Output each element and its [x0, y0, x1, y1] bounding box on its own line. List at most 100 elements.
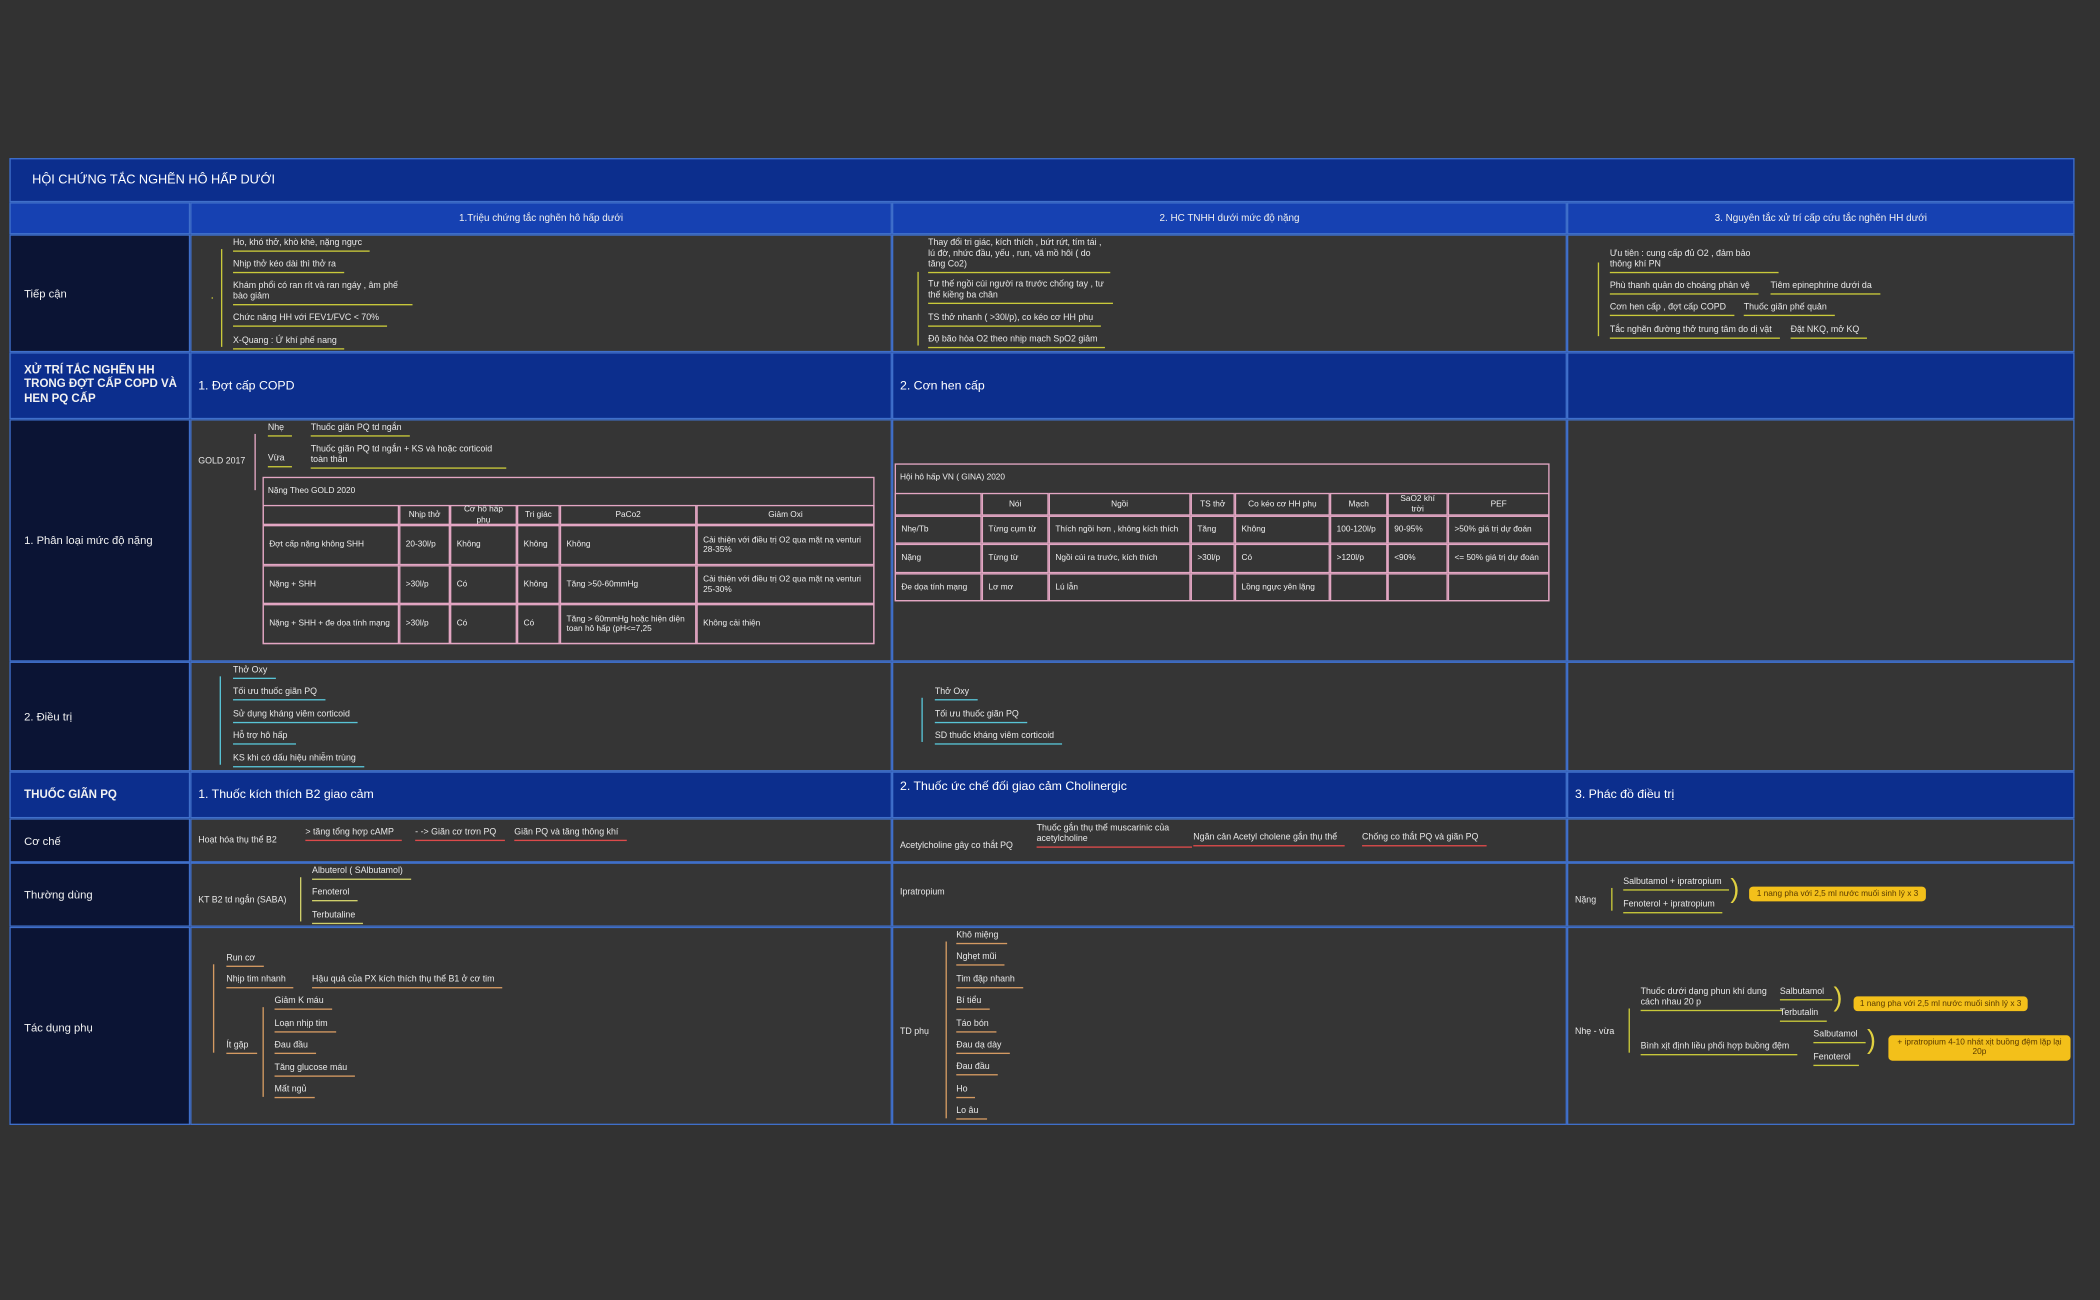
map-node: Khám phổi có ran rít và ran ngáy , âm ph…	[233, 281, 413, 306]
section-cell	[190, 771, 892, 819]
map-node: Terbutalin	[1779, 1008, 1827, 1022]
section-cell	[891, 771, 1567, 819]
connector	[300, 877, 302, 922]
table-cell: Cải thiện với điều trị O2 qua mặt nạ ven…	[696, 565, 875, 605]
connector	[220, 249, 223, 347]
map-node: Thở Oxy	[233, 666, 276, 679]
section-title: 1. Thuốc kích thích B2 giao cảm	[198, 787, 374, 801]
map-node: Tối ưu thuốc giãn PQ	[934, 710, 1027, 724]
map-node: Mất ngủ	[274, 1085, 315, 1099]
table-cell: >120l/p	[1329, 543, 1388, 574]
map-node: Thuốc dưới dạng phun khí dung cách nhau …	[1640, 987, 1783, 1011]
section-cell	[1566, 352, 2075, 420]
content-cell	[891, 419, 1567, 662]
column-header: 2. HC TNHH dưới mức độ nặng	[1159, 211, 1300, 224]
section-title: 3. Phác đồ điều trị	[1575, 787, 1675, 801]
section-title: 2. Thuốc ức chế đối giao cảm Cholinergic	[900, 779, 1127, 793]
row-label: Tiếp cận	[24, 286, 67, 301]
content-cell	[190, 862, 892, 927]
map-node: TS thở nhanh ( >30l/p), co kéo cơ HH phụ	[928, 313, 1102, 327]
content-cell	[1566, 661, 2075, 772]
map-node: Thuốc giãn PQ td ngắn	[310, 423, 410, 437]
map-node: Hậu quả của PX kích thích thụ thể B1 ở c…	[312, 975, 503, 989]
table-cell	[1190, 573, 1235, 602]
map-node: Khô miệng	[956, 931, 1007, 945]
title-row	[9, 158, 2075, 203]
table-cell: Từng cụm từ	[981, 515, 1049, 544]
content-cell	[891, 926, 1567, 1126]
map-node: Cơn hen cấp , đợt cấp COPD	[1609, 303, 1735, 316]
map-node: Nhẹ - vừa	[1575, 1027, 1615, 1037]
row-label: XỬ TRÍ TẮC NGHẼN HH TRONG ĐỢT CẤP COPD V…	[24, 362, 177, 404]
table-header: Nhịp thở	[399, 504, 451, 526]
table-header: PEF	[1447, 492, 1550, 516]
table-cell: Đợt cấp nặng không SHH	[262, 525, 400, 566]
table-cell: Không	[559, 525, 697, 566]
header-cell	[9, 202, 191, 235]
connector	[262, 1007, 264, 1097]
map-node: Fenoterol	[312, 888, 358, 902]
table-header: Giảm Oxi	[696, 504, 875, 526]
content-cell	[190, 419, 892, 662]
table-cell: Nặng	[894, 543, 982, 574]
map-node: Ngăn cản Acetyl cholene gắn thụ thể	[1193, 833, 1346, 847]
content-cell	[891, 661, 1567, 772]
header-cell	[190, 202, 892, 235]
row-label: Cơ chế	[24, 834, 61, 848]
table-header: TS thở	[1190, 492, 1235, 516]
map-node: Ipratropium	[900, 887, 945, 898]
map-node: Terbutaline	[312, 911, 364, 924]
table-header: Mạch	[1329, 492, 1388, 516]
map-node: Albuterol ( SAlbutamol)	[312, 867, 411, 880]
content-cell	[9, 818, 191, 863]
row-label: Thường dùng	[24, 887, 93, 902]
map-node: Chức năng HH với FEV1/FVC < 70%	[233, 313, 388, 327]
map-node: Fenoterol	[1813, 1053, 1859, 1066]
table-header: Co kéo cơ HH phụ	[1234, 492, 1330, 516]
table-cell: Thích ngồi hơn , không kích thích	[1048, 515, 1191, 544]
table-cell: Từng từ	[981, 543, 1049, 574]
content-cell	[9, 234, 191, 353]
content-cell	[1566, 862, 2075, 927]
table-cell: Lồng ngực yên lặng	[1234, 573, 1330, 602]
table-cell	[1329, 573, 1388, 602]
table-header	[262, 504, 400, 526]
table-cell: Lơ mơ	[981, 573, 1049, 602]
map-node: Đau dạ dày	[956, 1041, 1010, 1054]
table-cell: >30l/p	[1190, 543, 1235, 574]
column-header: 3. Nguyên tắc xử trí cấp cứu tắc nghẽn H…	[1714, 211, 1927, 224]
map-node: Thuốc giãn PQ td ngắn + KS và hoặc corti…	[310, 445, 507, 469]
table-cell: Có	[450, 604, 517, 645]
content-cell	[891, 234, 1567, 353]
map-node: KS khi có dấu hiệu nhiễm trùng	[233, 754, 364, 768]
table-cell: Nặng + SHH + đe dọa tính mạng	[262, 604, 400, 645]
bracket: )	[1833, 983, 1843, 1013]
connector	[1611, 887, 1613, 911]
map-node: Nghẹt mũi	[956, 953, 1005, 967]
table-title: Nặng Theo GOLD 2020	[267, 485, 356, 496]
table-cell: Tăng	[1190, 515, 1235, 544]
connector	[212, 964, 215, 1053]
row-label: THUỐC GIÃN PQ	[24, 787, 117, 801]
section-title: 2. Cơn hen cấp	[900, 379, 985, 393]
content-cell	[9, 862, 191, 927]
map-node: Ho	[956, 1085, 976, 1098]
map-node: Lo âu	[956, 1107, 987, 1120]
map-node: Độ bão hòa O2 theo nhịp mạch SpO2 giảm	[928, 335, 1106, 349]
table-header	[894, 492, 982, 516]
map-node: Tắc nghẽn đường thở trung tâm do dị vật	[1609, 325, 1780, 339]
map-node: Nhịp tim nhanh	[226, 975, 294, 989]
section-cell	[9, 352, 191, 420]
row-label: 1. Phân loại mức độ nặng	[24, 533, 153, 547]
content-cell	[190, 661, 892, 772]
map-node: Bình xịt định liều phối hợp buồng đệm	[1640, 1042, 1798, 1056]
table-title: Hội hô hấp VN ( GINA) 2020	[900, 473, 1006, 483]
connector	[917, 271, 919, 346]
table-cell: Có	[516, 604, 560, 645]
table-cell: Cải thiện với điều trị O2 qua mặt nạ ven…	[696, 525, 875, 566]
table-cell: Không	[1234, 515, 1330, 544]
table-cell: Nhẹ/Tb	[894, 515, 982, 544]
map-node: Nhẹ	[267, 423, 293, 437]
map-node: Ho, khó thở, khò khè, nặng ngực	[233, 238, 371, 252]
